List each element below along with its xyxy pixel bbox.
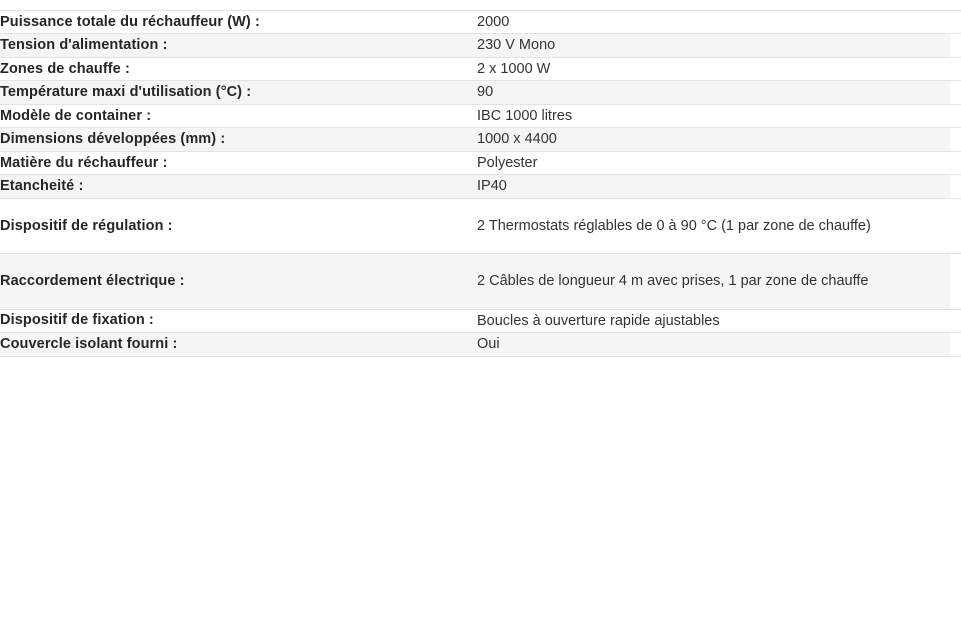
table-row: Puissance totale du réchauffeur (W) :200… <box>0 9 961 35</box>
spec-label: Etancheité : <box>0 174 477 199</box>
spec-value: Boucles à ouverture rapide ajustables <box>477 308 961 334</box>
spec-value-text: 2 x 1000 W <box>477 60 551 77</box>
table-row: Modèle de container : IBC 1000 litres <box>0 103 961 129</box>
spec-value: 90 <box>477 80 961 105</box>
spec-value: 1000 x 4400 <box>477 127 961 152</box>
table-row: Couvercle isolant fourni : Oui <box>0 332 961 357</box>
spec-value: 230 V Mono <box>477 33 961 58</box>
spec-value: 2 Câbles de longueur 4 m avec prises, 1 … <box>477 253 961 310</box>
spec-value: Oui <box>477 332 961 357</box>
table-row: Dispositif de fixation : Boucles à ouvert… <box>0 308 961 334</box>
spec-label: Modèle de container : <box>0 103 477 129</box>
spec-label: Puissance totale du réchauffeur (W) : <box>0 9 477 35</box>
spec-value-text: Oui <box>477 336 500 353</box>
spec-label: Tension d'alimentation : <box>0 33 477 58</box>
spec-value-text: Boucles à ouverture rapide ajustables <box>477 312 720 329</box>
spec-label: Raccordement électrique : <box>0 253 477 310</box>
spec-value: 2000 <box>477 9 961 35</box>
spec-value-text: IBC 1000 litres <box>477 107 573 124</box>
spec-label: Dimensions développées (mm) : <box>0 127 477 152</box>
spec-value-text: 90 <box>477 84 494 101</box>
spec-value-text: 2 Thermostats réglables de 0 à 90 °C (1 … <box>477 217 871 234</box>
table-row: Température maxi d'utilisation (°C) :90 <box>0 80 961 105</box>
specification-table-body: Puissance totale du réchauffeur (W) :200… <box>0 9 961 357</box>
table-row: Dimensions développées (mm) :1000 x 4400 <box>0 127 961 152</box>
table-row: Dispositif de régulation :2 Thermostats … <box>0 197 961 255</box>
spec-label: Couvercle isolant fourni : <box>0 332 477 357</box>
spec-value-text: Polyester <box>477 154 538 171</box>
table-row: Etancheité : IP40 <box>0 174 961 199</box>
spec-label: Zones de chauffe : <box>0 56 477 82</box>
spec-value: 2 Thermostats réglables de 0 à 90 °C (1 … <box>477 197 961 255</box>
spec-value-text: IP40 <box>477 178 507 195</box>
spec-value: IP40 <box>477 174 961 199</box>
specification-table: Puissance totale du réchauffeur (W) :200… <box>0 9 961 357</box>
table-row: Zones de chauffe :2 x 1000 W <box>0 56 961 82</box>
spec-label: Température maxi d'utilisation (°C) : <box>0 80 477 105</box>
table-row: Matière du réchauffeur : Polyester <box>0 150 961 176</box>
spec-value-text: 2000 <box>477 14 510 30</box>
spec-value-text: 2 Câbles de longueur 4 m avec prises, 1 … <box>477 273 869 290</box>
spec-value-text: 230 V Mono <box>477 37 556 54</box>
specification-sheet: Puissance totale du réchauffeur (W) :200… <box>0 9 961 357</box>
spec-label: Dispositif de régulation : <box>0 197 477 255</box>
spec-value: 2 x 1000 W <box>477 56 961 82</box>
spec-value-text: 1000 x 4400 <box>477 131 557 148</box>
spec-value: Polyester <box>477 150 961 176</box>
table-row: Raccordement électrique :2 Câbles de lon… <box>0 253 961 310</box>
table-row: Tension d'alimentation :230 V Mono <box>0 33 961 58</box>
spec-label: Dispositif de fixation : <box>0 308 477 334</box>
spec-value: IBC 1000 litres <box>477 103 961 129</box>
spec-label: Matière du réchauffeur : <box>0 150 477 176</box>
